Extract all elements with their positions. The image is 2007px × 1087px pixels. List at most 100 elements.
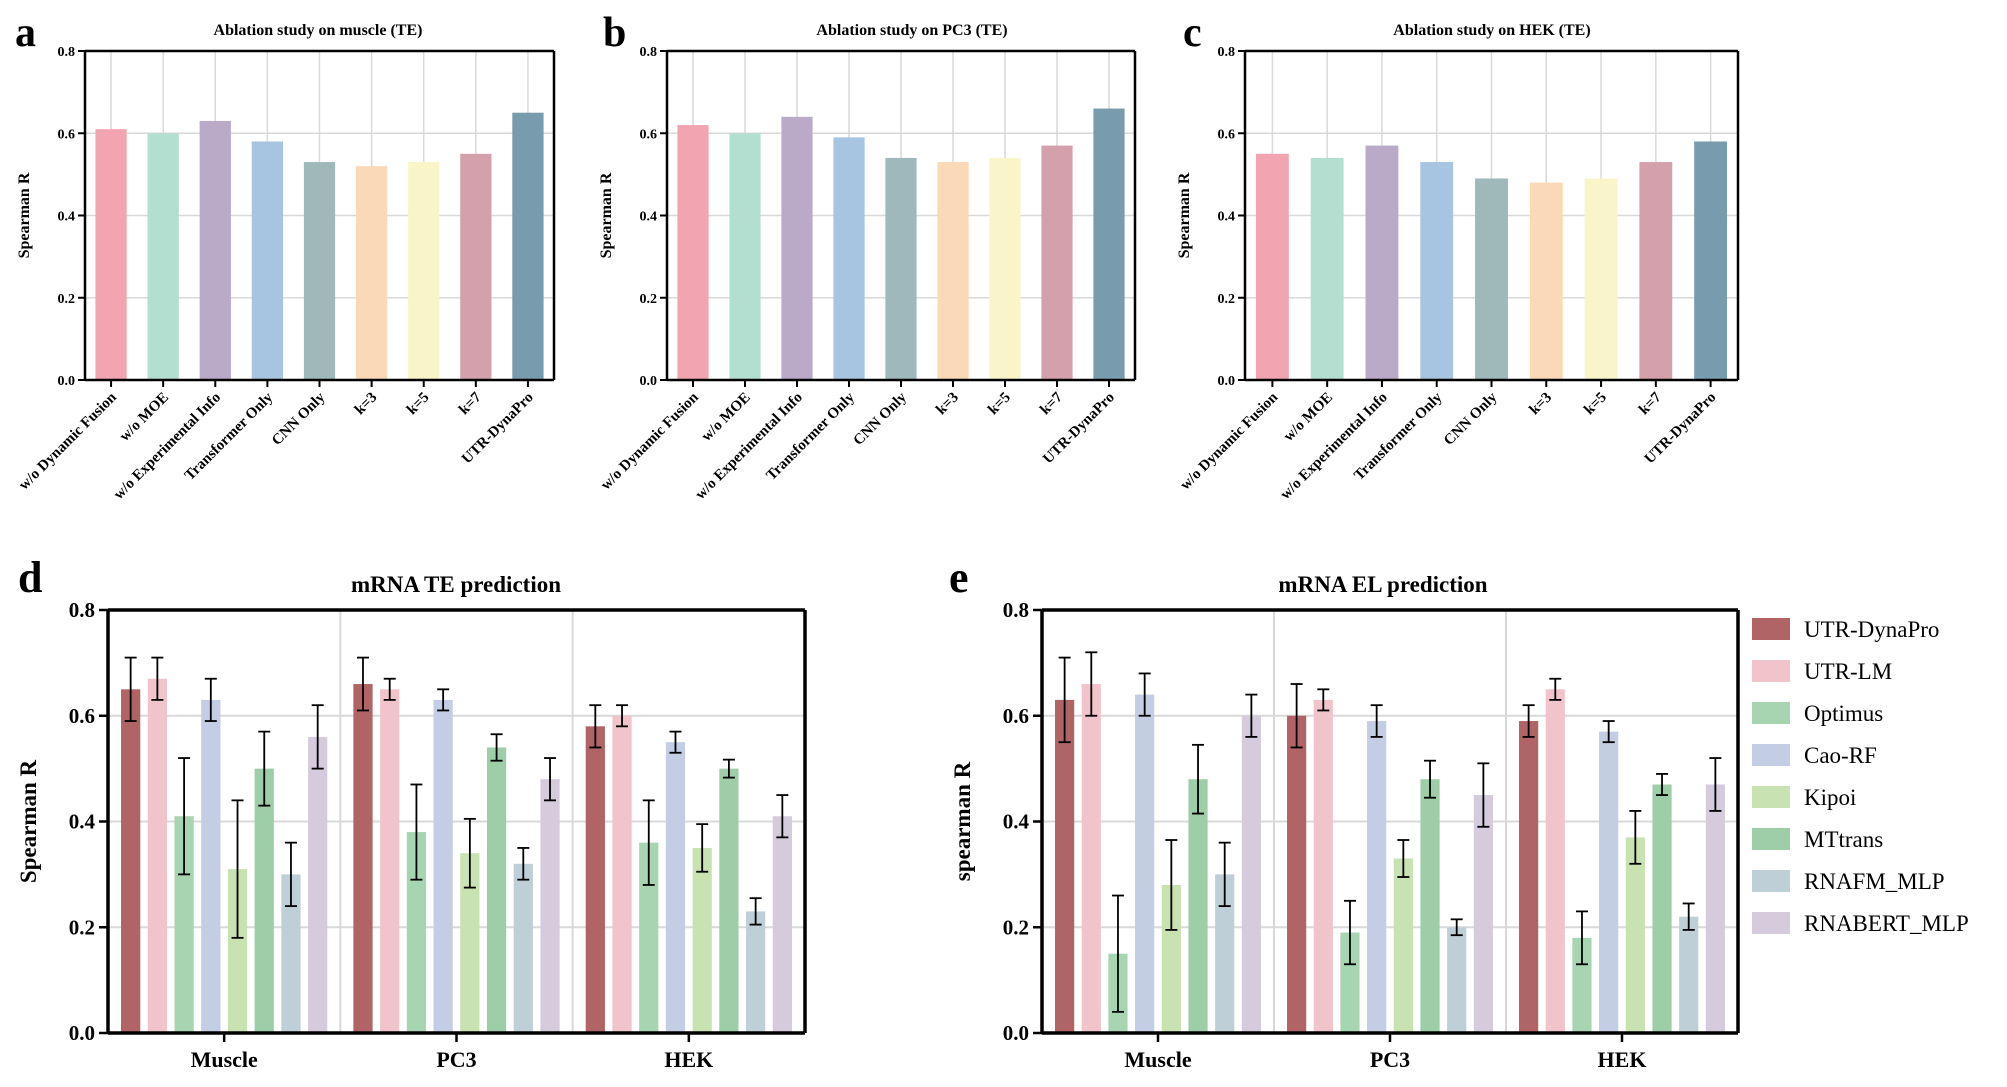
panel-letter: d — [18, 553, 42, 602]
x-tick-label: CNN Only — [1441, 389, 1501, 449]
bar-optimus-muscle — [174, 816, 194, 1033]
bar-k-7 — [460, 153, 492, 380]
bar-utr-dynapro — [1093, 108, 1125, 380]
y-tick-label: 0.0 — [1218, 374, 1236, 389]
bar-utr-dynapro-pc3 — [353, 684, 373, 1033]
x-tick-label: k=3 — [1527, 390, 1556, 419]
bar-utr-lm-muscle — [147, 678, 167, 1033]
x-tick-label: k=7 — [456, 389, 485, 418]
x-tick-label: k=5 — [1581, 390, 1610, 419]
y-tick-label: 0.0 — [640, 374, 658, 389]
bar-w-o-moe — [1310, 157, 1344, 380]
bar-mttrans-muscle — [1188, 779, 1208, 1033]
y-axis-label: Spearman R — [1176, 172, 1193, 258]
bar-kipoi-hek — [1625, 837, 1645, 1033]
panel-letter: e — [949, 553, 969, 602]
legend-label: Cao-RF — [1804, 743, 1877, 768]
bar-cnn-only — [885, 157, 917, 380]
bar-mttrans-pc3 — [486, 747, 507, 1033]
panel-b: 0.0 0.2 0.4 0.6 0.8 Ablation study on PC3 (TE… — [598, 10, 1137, 503]
x-tick-label: PC3 — [436, 1047, 476, 1072]
panel-c: 0.0 0.2 0.4 0.6 0.8 Ablation study on HEK (TE… — [1176, 10, 1740, 503]
x-tick-label: w/o Dynamic Fusion — [16, 389, 120, 493]
legend-swatch — [1752, 870, 1790, 892]
bar-rnafm-mlp-muscle — [1215, 874, 1235, 1033]
y-tick-label: 0.8 — [1218, 45, 1236, 60]
bar-k-3 — [1529, 182, 1563, 380]
bar-cnn-only — [303, 162, 336, 380]
y-axis-label: Spearman R — [16, 759, 41, 883]
bar-rnabert-mlp-pc3 — [1473, 795, 1493, 1033]
bar-utr-lm-muscle — [1081, 684, 1101, 1033]
y-tick-label: 0.2 — [1218, 292, 1236, 307]
legend-swatch — [1752, 912, 1790, 934]
bar-cao-rf-pc3 — [433, 699, 453, 1033]
y-tick-label: 0.6 — [1003, 704, 1029, 728]
y-tick-label: 0.6 — [640, 127, 658, 142]
bar-rnafm-mlp-hek — [1679, 916, 1699, 1033]
bar-transformer-only — [251, 141, 284, 380]
bar-optimus-hek — [639, 842, 659, 1033]
bar-w-o-dynamic-fusion — [677, 125, 709, 381]
x-tick-label: Transformer Only — [764, 389, 859, 484]
legend-label: MTtrans — [1804, 827, 1883, 852]
bar-utr-dynapro-muscle — [121, 689, 141, 1033]
panel-letter: a — [15, 10, 36, 56]
bar-w-o-experimental-info — [199, 120, 231, 380]
bar-utr-lm-hek — [612, 715, 632, 1033]
bar-utr-dynapro-hek — [585, 726, 605, 1033]
y-tick-label: 0.2 — [69, 915, 95, 939]
bar-mttrans-hek — [719, 768, 739, 1033]
y-tick-label: 0.8 — [640, 45, 658, 60]
x-tick-label: k=5 — [985, 390, 1014, 419]
y-tick-label: 0.8 — [1003, 598, 1029, 622]
x-tick-label: k=5 — [404, 390, 433, 419]
bar-optimus-hek — [1572, 937, 1592, 1033]
y-tick-label: 0.0 — [69, 1021, 95, 1045]
bar-cnn-only — [1475, 178, 1508, 380]
y-tick-label: 0.0 — [1003, 1021, 1029, 1045]
x-tick-label: CNN Only — [850, 389, 910, 449]
bar-k-5 — [408, 162, 440, 380]
y-axis-label: spearman R — [950, 761, 975, 881]
x-tick-label: w/o Dynamic Fusion — [598, 389, 702, 493]
legend-label: RNABERT_MLP — [1804, 911, 1969, 936]
y-tick-label: 0.2 — [58, 292, 76, 307]
y-tick-label: 0.6 — [69, 704, 95, 728]
legend-swatch — [1752, 744, 1790, 766]
bar-mttrans-pc3 — [1420, 779, 1440, 1033]
bar-utr-lm-pc3 — [380, 689, 400, 1033]
legend-label: UTR-DynaPro — [1804, 617, 1939, 642]
x-tick-label: k=3 — [933, 390, 962, 419]
bar-transformer-only — [1420, 162, 1454, 380]
bar-utr-dynapro — [512, 112, 544, 380]
bar-k-7 — [1041, 145, 1073, 380]
bar-kipoi-muscle — [1161, 884, 1181, 1033]
panel-d: 0.0 0.2 0.4 0.6 0.8 mRNA TE prediction Spearma… — [16, 553, 807, 1072]
bar-k-5 — [989, 157, 1021, 380]
bar-rnabert-mlp-hek — [1705, 784, 1725, 1033]
bar-rnabert-mlp-muscle — [308, 736, 328, 1033]
bar-w-o-moe — [147, 133, 179, 380]
legend-label: UTR-LM — [1804, 659, 1892, 684]
x-tick-label: w/o Dynamic Fusion — [1177, 389, 1281, 493]
bar-rnabert-mlp-hek — [772, 816, 792, 1033]
bar-optimus-pc3 — [1340, 932, 1360, 1033]
x-tick-label: w/o MOE — [1281, 390, 1336, 445]
bar-kipoi-pc3 — [1393, 858, 1413, 1033]
legend-swatch — [1752, 618, 1790, 640]
chart-title: mRNA TE prediction — [351, 572, 561, 597]
y-tick-label: 0.4 — [1003, 810, 1030, 834]
y-tick-label: 0.6 — [58, 127, 76, 142]
x-tick-label: Transformer Only — [182, 389, 277, 484]
x-tick-label: CNN Only — [269, 389, 329, 449]
chart-title: Ablation study on muscle (TE) — [214, 22, 423, 39]
y-tick-label: 0.0 — [58, 374, 76, 389]
bar-cao-rf-hek — [1599, 731, 1619, 1033]
legend: UTR-DynaPro UTR-LM Optimus Cao-RF Kipoi MTtra… — [1752, 617, 1969, 936]
bar-k-7 — [1639, 162, 1673, 380]
y-tick-label: 0.4 — [69, 810, 96, 834]
y-tick-label: 0.4 — [58, 210, 76, 225]
bar-optimus-pc3 — [406, 832, 427, 1033]
